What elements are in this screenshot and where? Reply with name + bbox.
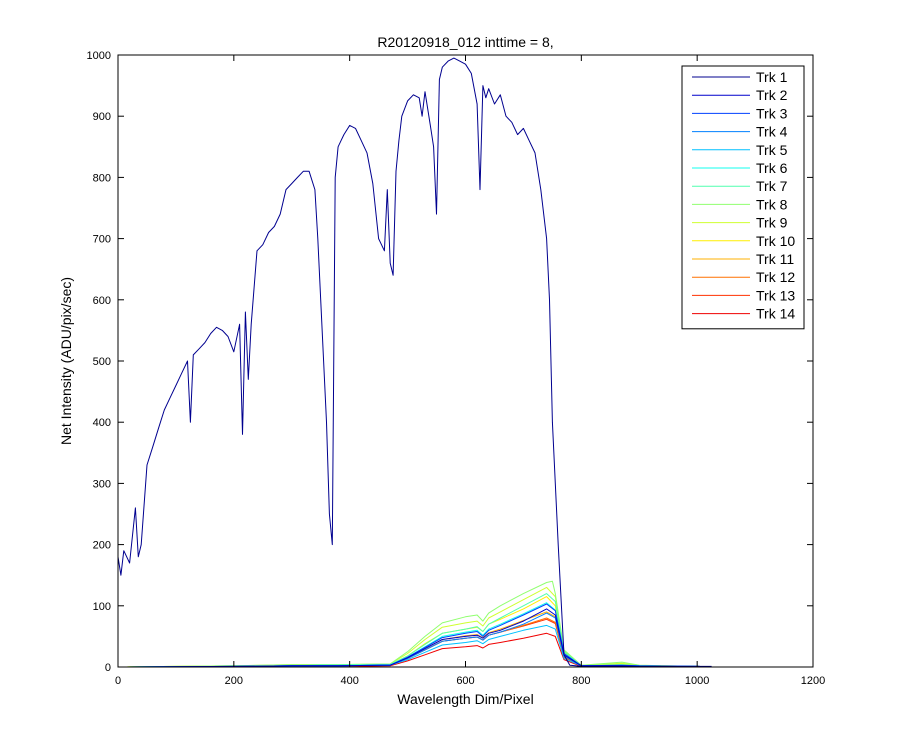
y-tick-label: 300	[93, 478, 111, 490]
legend-label-trk-9: Trk 9	[756, 215, 788, 231]
legend-box	[681, 65, 805, 330]
y-tick-label: 0	[105, 662, 111, 674]
legend-label-trk-5: Trk 5	[756, 142, 788, 158]
x-tick-label: 0	[115, 675, 121, 687]
legend-label-trk-14: Trk 14	[756, 306, 795, 322]
y-axis-label: Net Intensity (ADU/pix/sec)	[58, 277, 74, 445]
x-tick-label: 1000	[685, 675, 709, 687]
y-tick-label: 200	[93, 540, 111, 552]
y-tick-label: 500	[93, 356, 111, 368]
legend: Trk 1 Trk 2 Trk 3 Trk 4 Trk 5 Trk 6 Trk 7 Trk 8…	[681, 65, 805, 330]
y-tick-label: 1000	[87, 50, 111, 62]
legend-label-trk-1: Trk 1	[756, 69, 788, 85]
y-tick-label: 400	[93, 417, 111, 429]
series-line-trk-1	[117, 57, 712, 667]
legend-label-trk-7: Trk 7	[756, 178, 788, 194]
chart-title: R20120918_012 inttime = 8,	[377, 34, 553, 50]
y-tick-label: 800	[93, 172, 111, 184]
legend-label-trk-12: Trk 12	[756, 269, 795, 285]
legend-label-trk-10: Trk 10	[756, 233, 795, 249]
legend-label-trk-13: Trk 13	[756, 287, 795, 303]
legend-label-trk-3: Trk 3	[756, 105, 788, 121]
y-tick-label: 600	[93, 295, 111, 307]
legend-label-trk-2: Trk 2	[756, 87, 788, 103]
y-tick-label: 900	[93, 111, 111, 123]
y-tick-label: 700	[93, 234, 111, 246]
x-tick-label: 1200	[801, 675, 825, 687]
x-tick-label: 800	[572, 675, 590, 687]
legend-label-trk-4: Trk 4	[756, 124, 788, 140]
x-axis-label: Wavelength Dim/Pixel	[397, 691, 533, 707]
ticks-layer: 0 200 400 600 800 1000 1200 0 100 200 300 400 500 600…	[87, 50, 826, 687]
y-tick-label: 100	[93, 601, 111, 613]
series-layer	[117, 57, 712, 668]
legend-label-trk-6: Trk 6	[756, 160, 788, 176]
x-tick-label: 600	[456, 675, 474, 687]
series-line-trk-8	[117, 580, 712, 668]
x-tick-label: 200	[225, 675, 243, 687]
legend-label-trk-8: Trk 8	[756, 196, 788, 212]
series-line-trk-2	[117, 608, 712, 668]
legend-label-trk-11: Trk 11	[756, 251, 794, 267]
x-tick-label: 400	[340, 675, 358, 687]
